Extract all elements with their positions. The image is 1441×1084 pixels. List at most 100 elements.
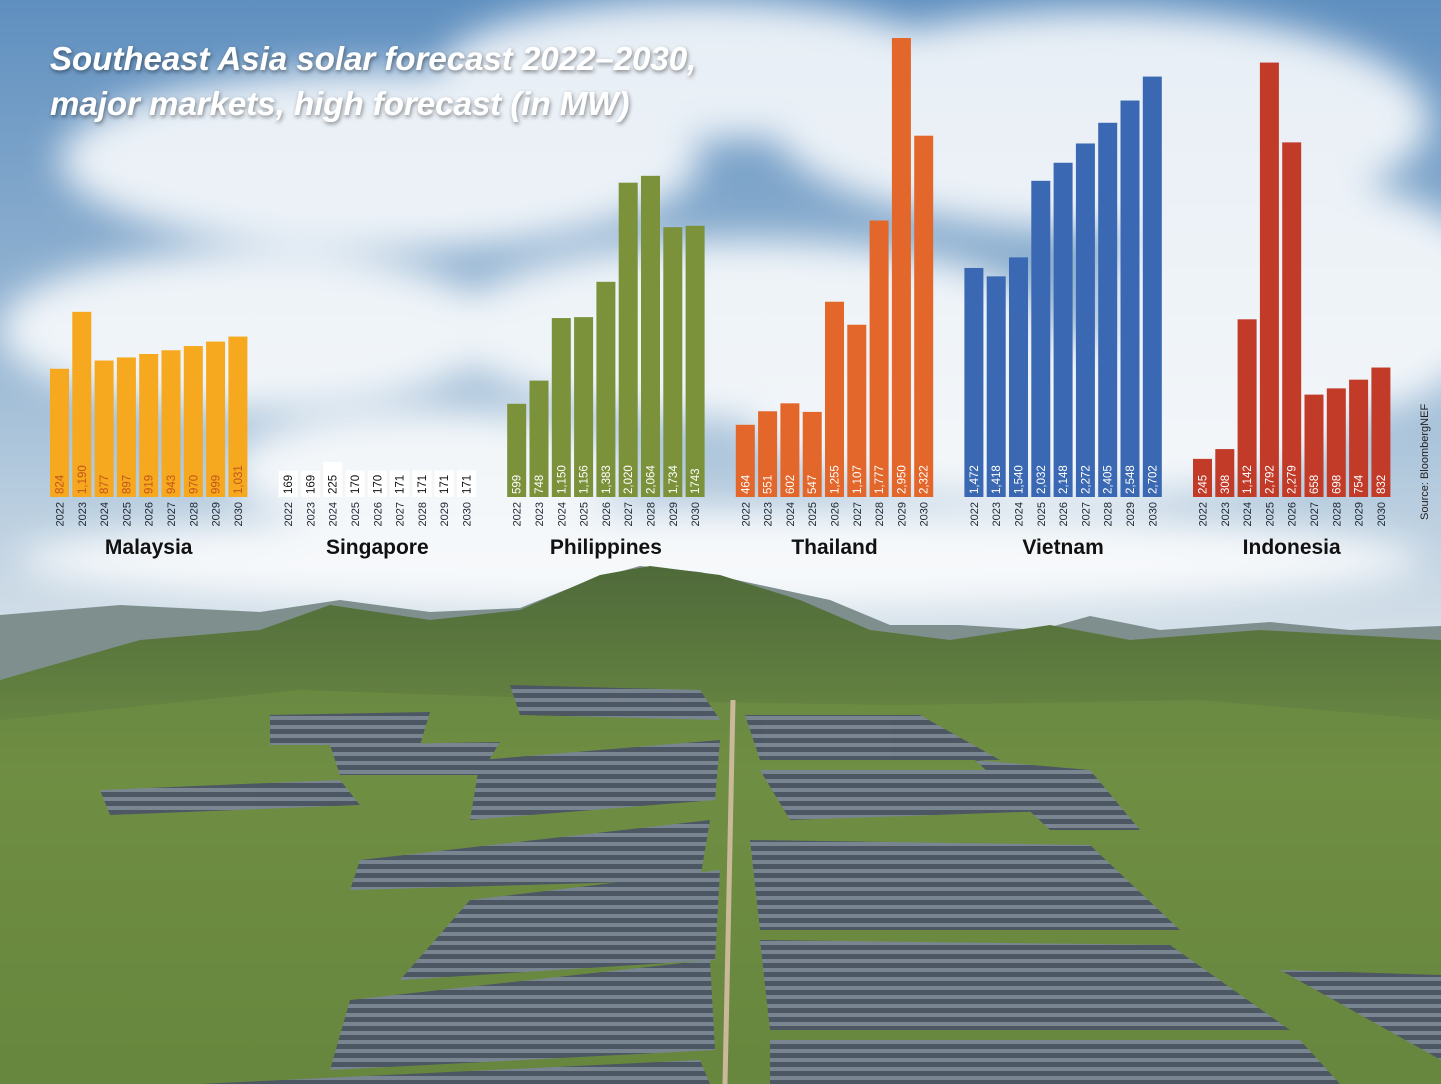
bar [183,346,203,497]
value-label: 1,418 [991,465,1003,494]
value-label: 170 [350,475,362,494]
value-label: 1,150 [556,465,568,494]
x-tick-label: 2026 [144,502,156,526]
bar [758,411,778,497]
value-label: 169 [305,475,317,494]
value-label: 2,064 [646,465,658,494]
x-tick-label: 2027 [395,502,407,526]
x-tick-label: 2022 [969,502,981,526]
x-tick-label: 2024 [1242,502,1254,526]
bar [390,470,410,497]
value-label: 169 [283,475,295,494]
value-label: 599 [512,475,524,494]
value-label: 824 [55,474,67,494]
bar [551,318,571,497]
title-line: Southeast Asia solar forecast 2022–2030, [50,40,696,77]
bar [1142,76,1162,498]
bar [300,470,320,497]
bar [685,225,705,498]
bar [1009,257,1028,497]
x-tick-label: 2030 [919,502,931,526]
bar [412,470,432,497]
value-label: 919 [144,475,156,494]
value-label: 897 [121,475,133,494]
x-tick-label: 2030 [462,502,474,526]
value-label: 2,272 [1080,465,1092,494]
x-tick-label: 2030 [1147,502,1159,526]
x-tick-label: 2027 [1080,502,1092,526]
value-label: 970 [188,475,200,494]
value-label: 748 [534,475,546,494]
value-label: 171 [395,475,407,494]
x-tick-label: 2030 [1376,502,1388,526]
x-tick-label: 2026 [1058,502,1070,526]
value-label: 225 [328,475,340,494]
x-tick-label: 2028 [646,502,658,526]
bar [780,403,800,497]
x-tick-label: 2022 [55,502,67,526]
x-tick-label: 2027 [166,502,178,526]
bar [1098,122,1118,498]
x-tick-label: 2025 [807,502,819,526]
bar [161,350,181,497]
x-tick-label: 2023 [305,502,317,526]
panel-title: Indonesia [1243,536,1341,559]
bar [847,324,867,497]
bar [323,461,343,497]
value-label: 999 [211,475,223,494]
bar [345,470,365,497]
x-tick-label: 2024 [556,502,568,526]
bar [529,380,549,497]
value-label: 171 [417,475,429,494]
x-tick-label: 2028 [874,502,886,526]
bar [1304,394,1324,497]
value-label: 1743 [690,468,702,494]
value-label: 2,032 [1036,465,1048,494]
value-label: 754 [1354,474,1366,494]
panel-title: Vietnam [1022,536,1103,559]
x-tick-label: 2023 [77,502,89,526]
bar [1053,162,1073,498]
x-tick-label: 2023 [763,502,775,526]
bar [735,424,755,497]
x-tick-label: 2029 [1125,502,1137,526]
value-label: 1,472 [969,465,981,494]
bar [1215,449,1235,497]
bar [1237,319,1257,497]
bar [72,311,92,497]
value-label: 2,792 [1264,465,1276,494]
x-tick-label: 2026 [830,502,842,526]
value-label: 1,255 [830,465,842,494]
source: Source: BloombergNEF [1419,404,1431,520]
value-label: 1,031 [233,465,245,494]
value-label: 1,156 [579,465,591,494]
bar [50,368,69,497]
bar [457,470,476,497]
value-label: 1,777 [874,465,886,494]
x-tick-label: 2024 [785,502,797,526]
x-tick-label: 2026 [372,502,384,526]
bar [1349,379,1369,497]
bar [986,276,1006,497]
bar [618,182,638,498]
x-tick-label: 2025 [121,502,133,526]
bar [206,341,226,497]
x-tick-label: 2023 [1220,502,1232,526]
value-label: 2,148 [1058,465,1070,494]
value-label: 2,548 [1125,465,1137,494]
x-tick-label: 2027 [1309,502,1321,526]
x-tick-label: 2030 [233,502,245,526]
x-tick-label: 2024 [99,502,111,526]
x-tick-label: 2023 [534,502,546,526]
value-label: 2,950 [896,465,908,494]
bar [663,227,683,497]
bar [641,175,660,497]
value-label: 832 [1376,475,1388,494]
value-label: 2,702 [1147,465,1159,494]
x-tick-label: 2028 [1103,502,1115,526]
x-tick-label: 2023 [991,502,1003,526]
bar [914,135,934,498]
x-tick-label: 2026 [601,502,613,526]
